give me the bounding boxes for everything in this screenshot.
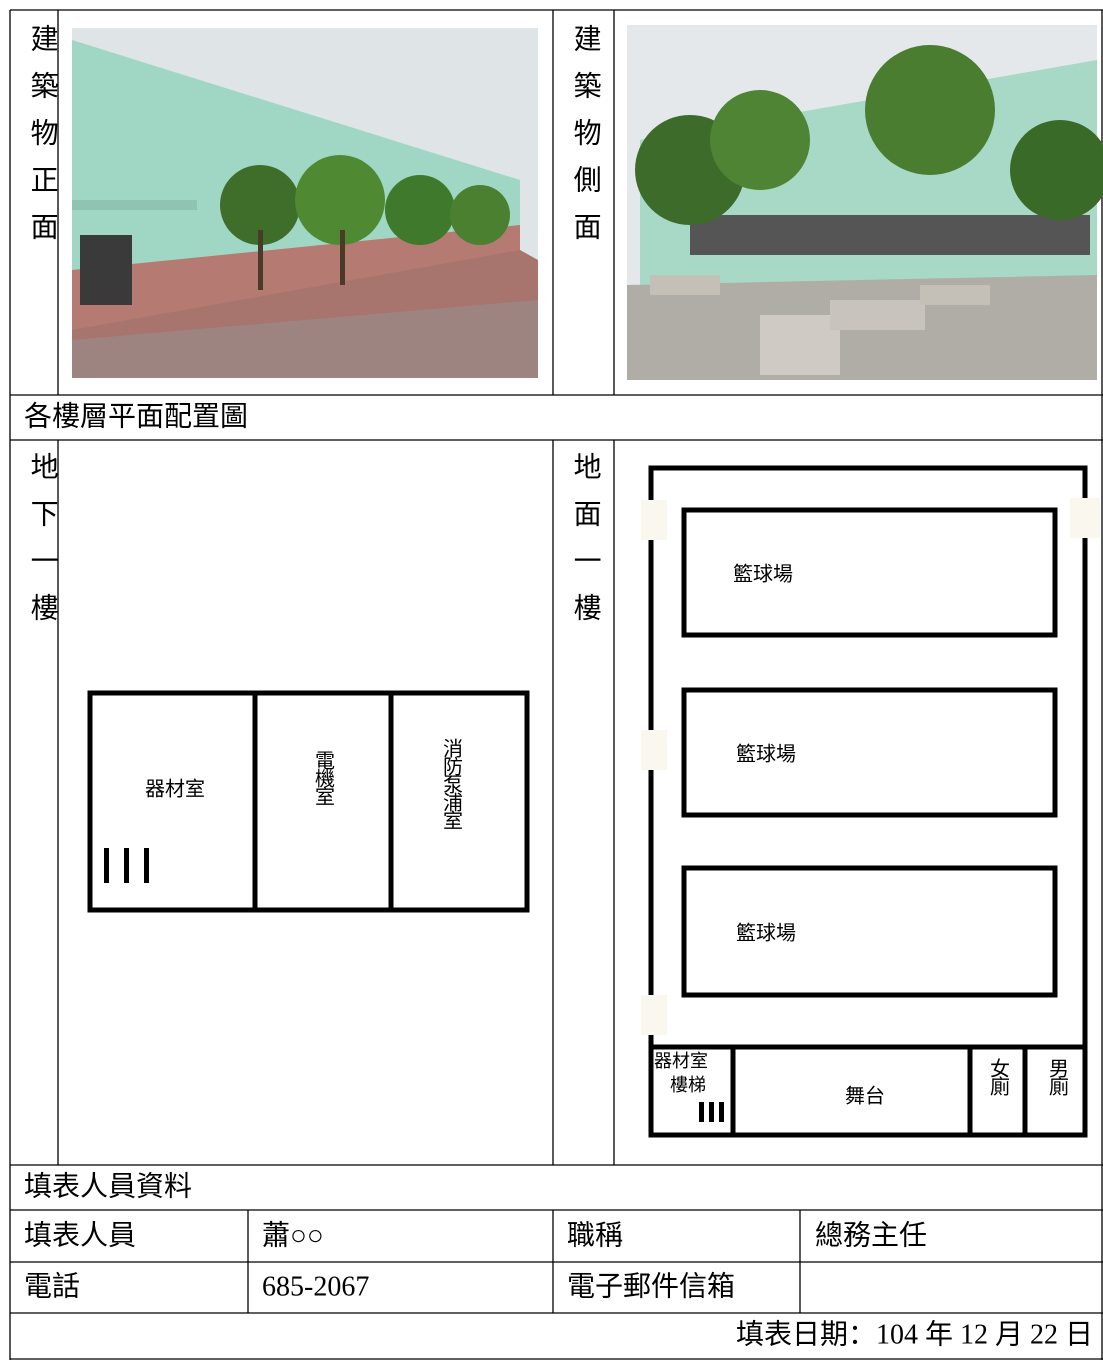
floor-label: 地下一樓 <box>27 452 59 640</box>
floor-label: 地面一樓 <box>570 452 602 640</box>
section-title: 各樓層平面配置圖 <box>24 400 248 432</box>
photo-label: 建築物正面 <box>27 24 59 259</box>
form-date: 填表日期：104 年 12 月 22 日 <box>736 1318 1093 1350</box>
field-label: 電子郵件信箱 <box>567 1270 735 1302</box>
room-label: 器材室 <box>145 777 205 801</box>
field-label: 電話 <box>24 1270 80 1302</box>
photo-side <box>627 25 1103 380</box>
room-label: 女廁 <box>987 1058 1011 1097</box>
room-label: 樓梯 <box>670 1075 706 1096</box>
table-grid <box>9 9 1103 1360</box>
photo-label: 建築物側面 <box>570 24 602 259</box>
room-label: 電機室 <box>312 750 336 805</box>
room-label: 器材室 <box>654 1051 708 1072</box>
field-value: 總務主任 <box>815 1219 927 1251</box>
basement-plan <box>87 690 530 913</box>
room-label: 消防泵浦室 <box>440 738 464 829</box>
field-label: 職稱 <box>567 1220 623 1251</box>
room-label: 籃球場 <box>736 742 796 766</box>
section-title: 填表人員資料 <box>24 1170 192 1202</box>
field-value: 685-2067 <box>262 1271 369 1302</box>
room-label: 男廁 <box>1046 1058 1070 1097</box>
room-label: 舞台 <box>845 1084 885 1108</box>
ground-plan <box>641 465 1100 1138</box>
room-label: 籃球場 <box>736 921 796 945</box>
photo-front <box>72 28 538 378</box>
field-value: 蕭○○ <box>262 1219 324 1251</box>
field-label: 填表人員 <box>24 1219 136 1251</box>
room-label: 籃球場 <box>733 562 793 586</box>
